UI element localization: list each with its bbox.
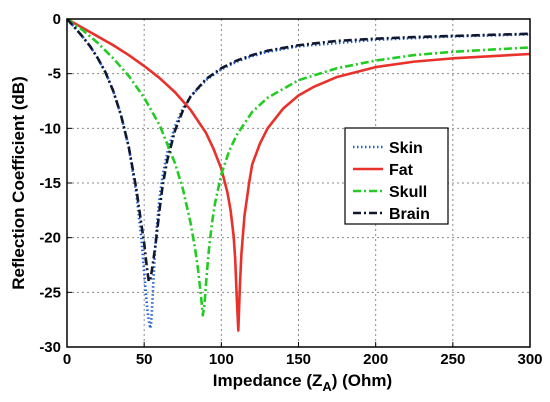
series-line-fat [66,17,531,332]
x-tick-label: 200 [363,351,388,368]
y-tick-label: -10 [39,120,61,137]
x-axis-label-subscript: A [322,379,332,394]
y-tick-label: -5 [48,66,61,83]
x-tick-label: 250 [440,351,465,368]
y-axis-label: Reflection Coefficient (dB) [9,76,28,289]
legend: Skin Fat Skull Brain [344,127,449,225]
series-line-skull [66,17,531,317]
x-axis-label: Impedance (ZA) (Ohm) [213,371,392,394]
y-tick-label: -15 [39,175,61,192]
grid [67,19,530,347]
x-tick-label: 100 [209,351,234,368]
y-tick-label: -25 [39,284,61,301]
tick-labels: 0 50 100 150 200 250 300 0 -5 -10 -15 -20 -25 -30 [39,11,542,368]
x-tick-label: 0 [63,351,71,368]
legend-label-fat: Fat [389,162,414,179]
x-tick-label: 50 [136,351,153,368]
legend-label-skull: Skull [389,184,427,201]
x-tick-label: 150 [286,351,311,368]
legend-label-skin: Skin [389,140,423,157]
y-tick-label: -30 [39,339,61,356]
series-group [66,17,531,332]
x-tick-label: 300 [517,351,542,368]
legend-box [344,127,449,225]
legend-label-brain: Brain [389,206,430,223]
y-tick-label: -20 [39,230,61,247]
series-line-brain [66,18,531,283]
x-axis-label-main: Impedance (Z [213,371,323,390]
y-tick-label: 0 [53,11,61,28]
x-axis-label-tail: ) (Ohm) [332,371,392,390]
